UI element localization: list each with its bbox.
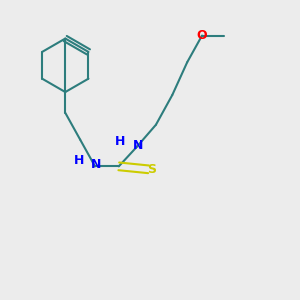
Text: H: H	[74, 154, 84, 167]
Text: S: S	[147, 163, 156, 176]
Text: H: H	[115, 135, 125, 148]
Text: N: N	[91, 158, 102, 171]
Text: N: N	[133, 139, 143, 152]
Text: O: O	[197, 29, 207, 42]
